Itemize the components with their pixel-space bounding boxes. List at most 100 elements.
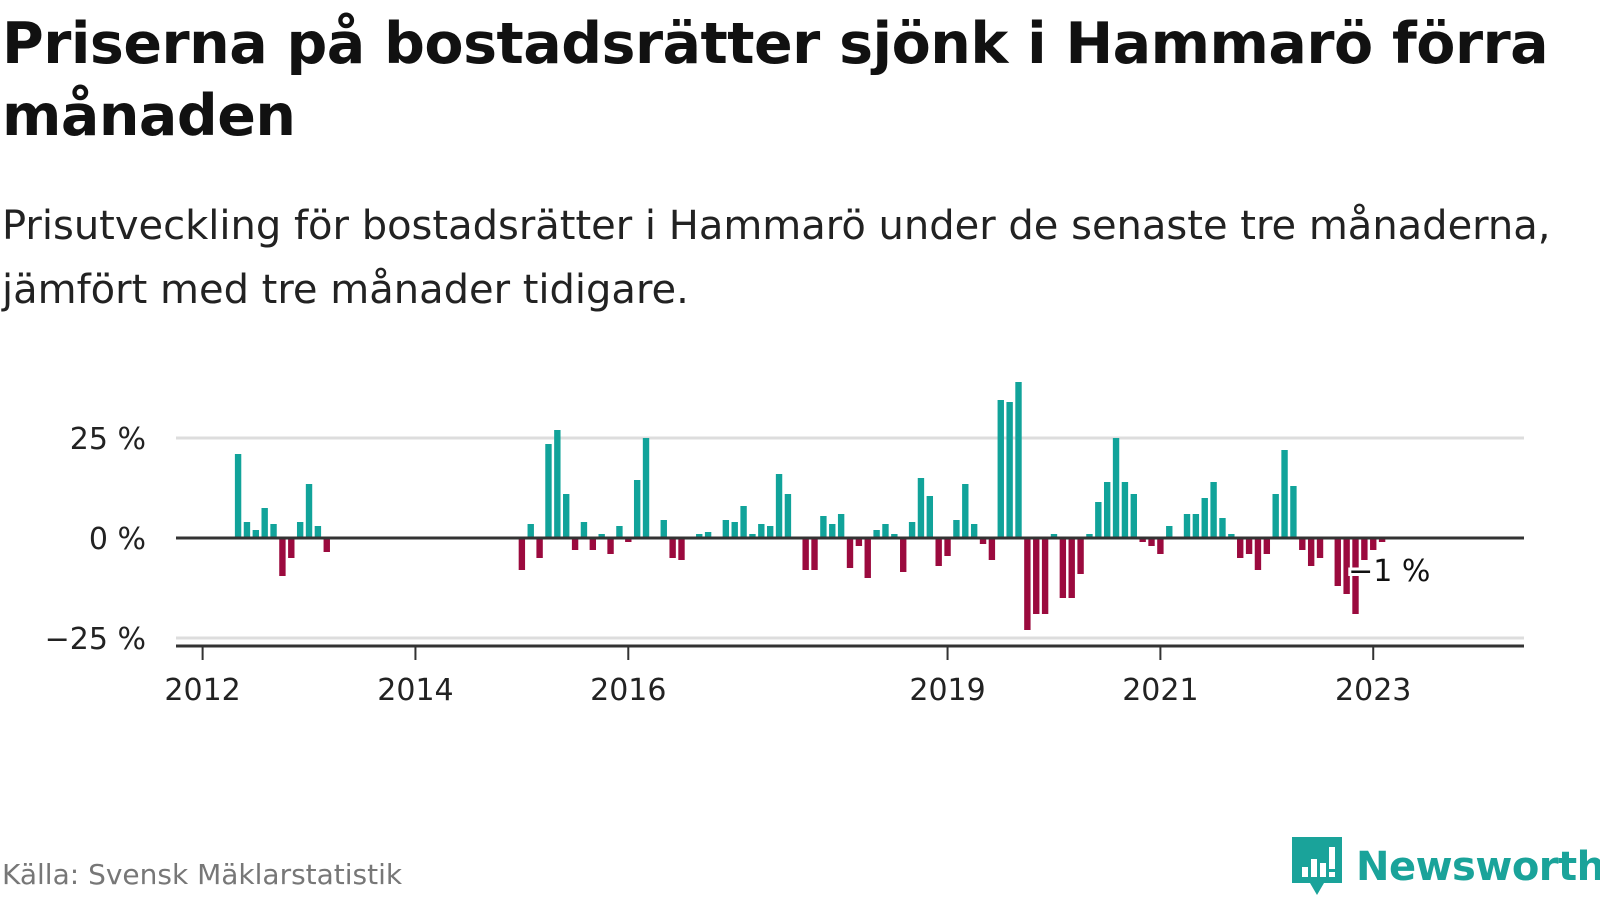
bar xyxy=(1166,526,1173,538)
bar xyxy=(988,538,996,560)
bar xyxy=(864,538,871,578)
bar xyxy=(997,400,1004,538)
bar xyxy=(1245,538,1253,554)
bar xyxy=(323,538,330,552)
gridlines xyxy=(176,436,1524,640)
newsworthy-chart-logo-icon xyxy=(1292,837,1342,895)
bar xyxy=(846,538,854,568)
bar xyxy=(1033,538,1040,614)
bar xyxy=(1272,494,1279,538)
bar xyxy=(589,538,597,550)
bar xyxy=(669,538,676,558)
bar xyxy=(1352,538,1359,614)
x-tick-label: 2016 xyxy=(590,673,666,708)
bar xyxy=(1041,538,1049,614)
bar xyxy=(527,524,534,538)
bar xyxy=(660,520,667,538)
bar xyxy=(642,438,650,538)
bar xyxy=(1334,538,1341,586)
x-tick-label: 2021 xyxy=(1122,673,1198,708)
y-tick-label: 25 % xyxy=(70,422,146,457)
bar xyxy=(518,538,526,570)
bar xyxy=(704,532,712,538)
bar xyxy=(891,534,898,538)
x-tick-label: 2023 xyxy=(1335,673,1411,708)
bar xyxy=(953,520,960,538)
bar xyxy=(1263,538,1271,554)
bar xyxy=(979,538,987,544)
bar xyxy=(837,514,845,538)
bar xyxy=(314,526,322,538)
bar xyxy=(908,522,916,538)
bar xyxy=(1343,538,1350,594)
bar xyxy=(580,522,588,538)
bar xyxy=(625,538,632,542)
bar xyxy=(536,538,543,558)
bar xyxy=(1183,514,1191,538)
bar xyxy=(749,534,756,538)
bar xyxy=(926,496,934,538)
bar xyxy=(802,538,809,570)
x-tick-label: 2012 xyxy=(164,673,240,708)
bar xyxy=(554,430,561,538)
bar xyxy=(1130,494,1137,538)
bar xyxy=(696,534,703,538)
bar xyxy=(944,538,951,556)
bar xyxy=(1095,502,1102,538)
bar xyxy=(1378,538,1386,542)
chart-title: Priserna på bostadsrätter sjönk i Hammar… xyxy=(2,11,1549,149)
bar xyxy=(731,522,738,538)
annotations: −1 % xyxy=(1345,551,1433,592)
bar xyxy=(882,524,889,538)
bar xyxy=(829,524,836,538)
bar xyxy=(1370,538,1377,550)
bar xyxy=(1254,538,1262,570)
bar xyxy=(1307,538,1315,566)
bar xyxy=(1281,450,1288,538)
bar xyxy=(1121,482,1129,538)
bar xyxy=(1103,482,1111,538)
bar xyxy=(784,494,792,538)
bar xyxy=(855,538,863,546)
bars xyxy=(234,382,1386,630)
bar xyxy=(873,530,880,538)
bar xyxy=(1157,538,1164,554)
newsworthy-brand[interactable]: Newsworthy xyxy=(1292,835,1600,899)
bar xyxy=(900,538,907,572)
bar xyxy=(571,538,579,550)
bar xyxy=(1228,534,1235,538)
bar xyxy=(252,530,260,538)
bar xyxy=(962,484,969,538)
bar xyxy=(678,538,685,560)
bar xyxy=(970,524,978,538)
bar xyxy=(1006,402,1013,538)
bar xyxy=(766,526,774,538)
bar xyxy=(243,522,251,538)
bar xyxy=(545,444,552,538)
bar xyxy=(1077,538,1084,574)
bar xyxy=(1316,538,1324,558)
bar xyxy=(935,538,942,566)
brand-name: Newsworthy xyxy=(1356,844,1600,890)
bar xyxy=(1050,534,1058,538)
bar xyxy=(633,480,641,538)
bar xyxy=(607,538,614,554)
bar xyxy=(758,524,765,538)
bar xyxy=(279,538,286,576)
last-value-label: −1 % xyxy=(1348,554,1430,589)
y-tick-label: 0 % xyxy=(89,522,146,557)
bar xyxy=(1299,538,1306,550)
bar xyxy=(1015,382,1022,538)
y-tick-label: −25 % xyxy=(45,622,146,657)
bar xyxy=(270,524,277,538)
bar xyxy=(1148,538,1155,546)
x-axis-ticks: 2012 2014 2016 2019 2021 2023 xyxy=(164,646,1411,708)
bar xyxy=(811,538,818,570)
bar xyxy=(1290,486,1297,538)
bar xyxy=(261,508,268,538)
bar xyxy=(1139,538,1146,542)
bar xyxy=(1024,538,1031,630)
bar xyxy=(288,538,295,558)
bar xyxy=(598,534,605,538)
bar xyxy=(1219,518,1226,538)
